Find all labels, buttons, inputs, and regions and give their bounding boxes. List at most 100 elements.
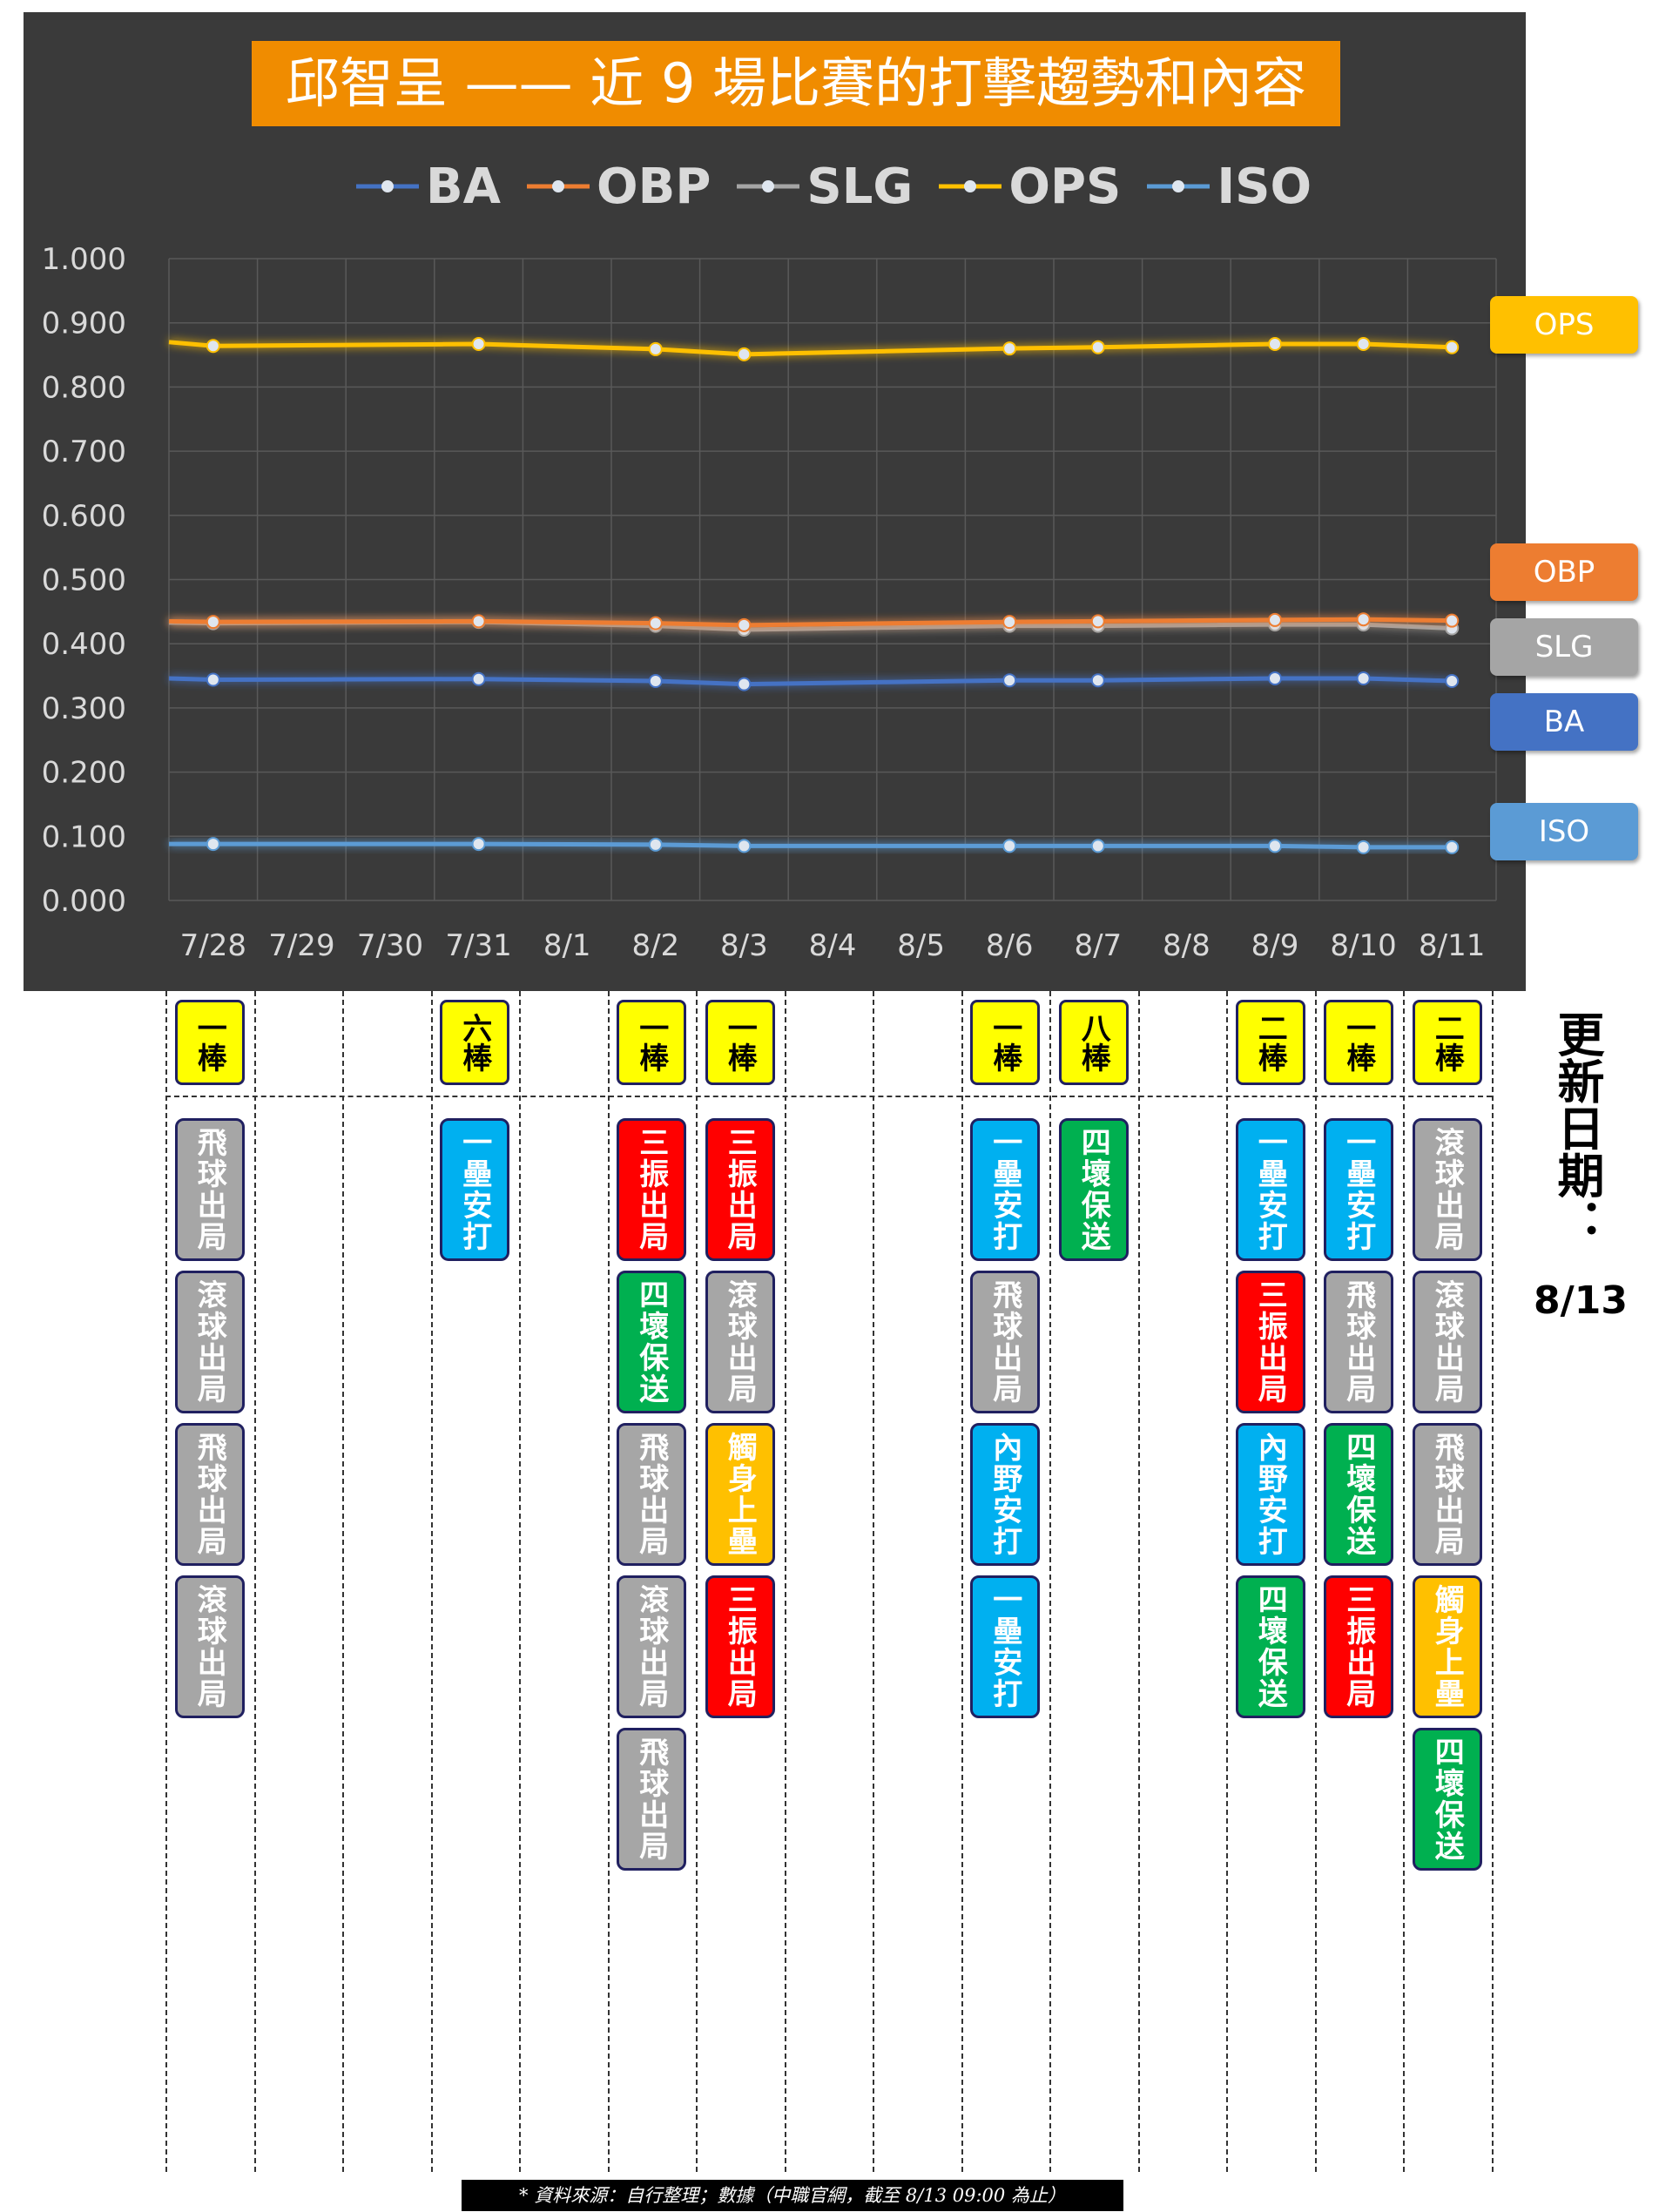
plate-appearance-result: 四壞保送 bbox=[1058, 1118, 1129, 1261]
plate-appearance-result: 四壞保送 bbox=[1235, 1575, 1305, 1718]
x-tick-label: 8/6 bbox=[986, 928, 1034, 963]
grid-column-line bbox=[1226, 991, 1228, 2172]
plate-appearance-result: 一壘安打 bbox=[970, 1575, 1041, 1718]
chart-panel: 邱智呈 —— 近 9 場比賽的打擊趨勢和內容 BA OBP SLG OPS ISO 1.… bbox=[24, 12, 1526, 991]
grid-column-line bbox=[784, 991, 786, 2172]
legend-swatch-slg bbox=[737, 180, 800, 192]
side-label-slg: SLG bbox=[1490, 618, 1638, 676]
data-point-iso bbox=[471, 837, 486, 852]
legend-item-ops: OPS bbox=[937, 158, 1121, 215]
legend-label: ISO bbox=[1217, 158, 1312, 215]
plate-appearance-result: 飛球出局 bbox=[617, 1423, 687, 1566]
data-point-ba bbox=[1445, 673, 1460, 688]
plate-appearance-result: 飛球出局 bbox=[1324, 1271, 1394, 1413]
data-point-ops bbox=[648, 341, 663, 356]
grid-column-line bbox=[607, 991, 610, 2172]
batting-order-badge: 一棒 bbox=[174, 1000, 245, 1085]
grid-column-line bbox=[430, 991, 433, 2172]
x-tick-label: 8/3 bbox=[720, 928, 768, 963]
plate-appearance-result: 四壞保送 bbox=[1324, 1423, 1394, 1566]
plate-appearance-result: 觸身上壘 bbox=[1412, 1575, 1482, 1718]
data-point-obp bbox=[1268, 612, 1282, 627]
data-point-iso bbox=[648, 837, 663, 852]
x-tick-label: 8/4 bbox=[809, 928, 857, 963]
side-label-ba: BA bbox=[1490, 693, 1638, 751]
data-point-iso bbox=[1445, 840, 1460, 854]
legend-item-iso: ISO bbox=[1145, 158, 1312, 215]
data-point-iso bbox=[737, 839, 752, 853]
plate-appearance-result: 一壘安打 bbox=[1235, 1118, 1305, 1261]
x-tick-label: 8/10 bbox=[1330, 928, 1396, 963]
data-point-iso bbox=[1090, 839, 1105, 853]
plate-appearance-result: 三振出局 bbox=[617, 1118, 687, 1261]
data-point-ba bbox=[206, 672, 220, 687]
source-note: * 資料來源：自行整理；數據（中職官網，截至 8/13 09:00 為止） bbox=[462, 2180, 1123, 2211]
batting-order-badge: 二棒 bbox=[1412, 1000, 1482, 1085]
legend: BA OBP SLG OPS ISO bbox=[354, 156, 1312, 217]
grid-column-line bbox=[1403, 991, 1405, 2172]
batting-order-badge: 二棒 bbox=[1235, 1000, 1305, 1085]
y-tick-label: 0.300 bbox=[42, 691, 126, 726]
grid-column-line bbox=[696, 991, 698, 2172]
legend-swatch-iso bbox=[1147, 180, 1211, 192]
y-tick-label: 0.900 bbox=[42, 307, 126, 341]
data-point-obp bbox=[1445, 613, 1460, 628]
plate-appearance-result: 滾球出局 bbox=[174, 1575, 245, 1718]
grid-column-line bbox=[165, 991, 167, 2172]
plate-appearance-result: 飛球出局 bbox=[1412, 1423, 1482, 1566]
plate-appearance-result: 一壘安打 bbox=[440, 1118, 510, 1261]
grid-column-line bbox=[253, 991, 256, 2172]
legend-swatch-ba bbox=[356, 180, 419, 192]
data-point-ops bbox=[471, 337, 486, 352]
data-point-ba bbox=[737, 677, 752, 691]
legend-swatch-obp bbox=[527, 180, 590, 192]
x-tick-label: 7/29 bbox=[268, 928, 334, 963]
plate-appearance-result: 觸身上壘 bbox=[705, 1423, 775, 1566]
y-tick-label: 0.100 bbox=[42, 819, 126, 854]
plate-appearance-result: 飛球出局 bbox=[174, 1118, 245, 1261]
legend-label: BA bbox=[426, 158, 502, 215]
plate-appearance-result: 內野安打 bbox=[970, 1423, 1041, 1566]
data-point-iso bbox=[206, 837, 220, 852]
plate-appearance-result: 飛球出局 bbox=[174, 1423, 245, 1566]
x-tick-label: 7/31 bbox=[445, 928, 511, 963]
side-label-obp: OBP bbox=[1490, 543, 1638, 601]
data-point-ops bbox=[1356, 337, 1371, 352]
data-point-ops bbox=[1002, 341, 1017, 356]
batting-order-badge: 一棒 bbox=[705, 1000, 775, 1085]
side-label-ops: OPS bbox=[1490, 296, 1638, 354]
data-point-obp bbox=[1090, 614, 1105, 629]
data-point-obp bbox=[1356, 612, 1371, 627]
legend-item-obp: OBP bbox=[525, 158, 711, 215]
y-tick-label: 0.200 bbox=[42, 756, 126, 791]
plate-appearance-result: 飛球出局 bbox=[617, 1728, 687, 1871]
data-point-ba bbox=[1090, 673, 1105, 688]
plate-appearance-result: 一壘安打 bbox=[970, 1118, 1041, 1261]
plate-appearance-result: 四壞保送 bbox=[617, 1271, 687, 1413]
grid-column-line bbox=[1314, 991, 1317, 2172]
data-point-iso bbox=[1002, 839, 1017, 853]
data-point-ba bbox=[1356, 671, 1371, 685]
chart-title: 邱智呈 —— 近 9 場比賽的打擊趨勢和內容 bbox=[252, 41, 1340, 126]
x-tick-label: 7/28 bbox=[180, 928, 246, 963]
x-tick-label: 8/2 bbox=[631, 928, 679, 963]
data-point-obp bbox=[737, 617, 752, 632]
series-line-ba bbox=[168, 676, 1453, 687]
legend-label: OPS bbox=[1008, 158, 1122, 215]
grid-column-line bbox=[1137, 991, 1140, 2172]
x-tick-label: 8/7 bbox=[1074, 928, 1122, 963]
data-point-obp bbox=[471, 614, 486, 629]
x-tick-label: 8/9 bbox=[1251, 928, 1299, 963]
data-point-obp bbox=[1002, 615, 1017, 630]
x-tick-label: 8/5 bbox=[897, 928, 945, 963]
x-tick-label: 7/30 bbox=[357, 928, 423, 963]
batting-order-badge: 一棒 bbox=[1324, 1000, 1394, 1085]
update-label: 更新日期： bbox=[1549, 1010, 1604, 1245]
legend-item-slg: SLG bbox=[735, 158, 913, 215]
x-tick-label: 8/11 bbox=[1419, 928, 1485, 963]
plate-appearance-result: 滾球出局 bbox=[705, 1271, 775, 1413]
y-tick-label: 0.500 bbox=[42, 563, 126, 598]
grid-column-line bbox=[1049, 991, 1051, 2172]
plate-appearance-result: 三振出局 bbox=[705, 1575, 775, 1718]
legend-swatch-ops bbox=[939, 180, 1002, 192]
